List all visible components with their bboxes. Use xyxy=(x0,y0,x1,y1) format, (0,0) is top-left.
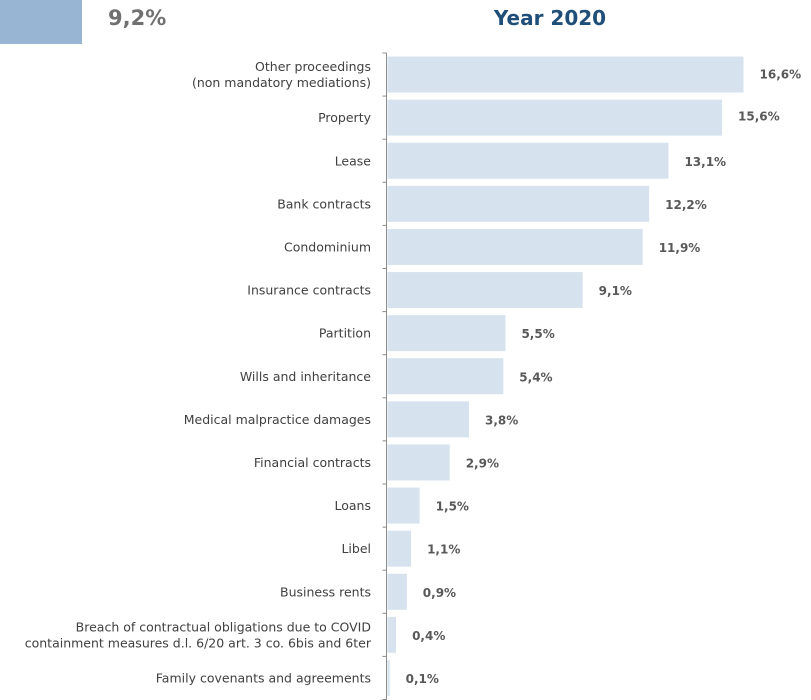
category-label-line: Property xyxy=(318,110,371,125)
value-label: 3,8% xyxy=(485,413,518,427)
value-label: 0,1% xyxy=(406,672,439,686)
category-label-line: Partition xyxy=(319,326,371,341)
category-label: Financial contracts xyxy=(254,455,371,470)
value-label: 12,2% xyxy=(665,198,707,212)
category-label: Wills and inheritance xyxy=(240,369,371,384)
chart-title: Year 2020 xyxy=(493,6,607,30)
category-label-line: Family covenants and agreements xyxy=(156,670,371,685)
category-label: Business rents xyxy=(280,584,371,599)
bar xyxy=(387,272,583,309)
category-label-line: Condominium xyxy=(284,239,371,254)
category-label-line: (non mandatory mediations) xyxy=(192,75,371,90)
category-label-line: Other proceedings xyxy=(255,59,371,74)
value-labels: 16,6% 15,6% 13,1% 12,2% 11,9% 9,1% 5,5% 5,4% 3,8… xyxy=(406,68,801,686)
category-label-line: Business rents xyxy=(280,584,371,599)
value-label: 2,9% xyxy=(466,456,499,470)
category-label: Condominium xyxy=(284,239,371,254)
bar xyxy=(387,56,744,93)
legend-swatch xyxy=(0,0,82,44)
category-label-line: Bank contracts xyxy=(277,196,371,211)
bar xyxy=(387,444,450,481)
value-label: 13,1% xyxy=(684,155,726,169)
category-label: Other proceedings (non mandatory mediatio… xyxy=(192,59,371,90)
category-label-line: Loans xyxy=(335,498,372,513)
legend-value: 9,2% xyxy=(108,6,167,30)
value-label: 11,9% xyxy=(659,241,701,255)
axis-ticks xyxy=(382,52,387,700)
bar xyxy=(387,228,643,265)
category-label-line: Medical malpractice damages xyxy=(184,412,371,427)
category-label: Libel xyxy=(341,541,371,556)
value-label: 15,6% xyxy=(738,110,780,124)
bar xyxy=(387,487,420,524)
value-label: 16,6% xyxy=(760,68,802,82)
bar xyxy=(387,530,412,567)
category-label-line: Libel xyxy=(341,541,371,556)
bar xyxy=(387,401,469,438)
bar xyxy=(387,616,397,653)
value-label: 9,1% xyxy=(599,284,632,298)
value-label: 0,9% xyxy=(423,586,456,600)
value-label: 5,4% xyxy=(519,370,552,384)
bar xyxy=(387,185,650,222)
category-label-line: containment measures d.l. 6/20 art. 3 co… xyxy=(25,635,372,650)
category-label: Partition xyxy=(319,326,371,341)
value-label: 0,4% xyxy=(412,629,445,643)
bar xyxy=(387,358,504,395)
value-label: 5,5% xyxy=(521,327,554,341)
bar xyxy=(387,659,390,696)
value-label: 1,1% xyxy=(427,543,460,557)
category-label-line: Lease xyxy=(335,153,372,168)
category-label-line: Wills and inheritance xyxy=(240,369,371,384)
value-label: 1,5% xyxy=(436,500,469,514)
category-label: Family covenants and agreements xyxy=(156,670,371,685)
category-label: Bank contracts xyxy=(277,196,371,211)
category-label: Loans xyxy=(335,498,372,513)
category-label: Medical malpractice damages xyxy=(184,412,371,427)
category-label: Property xyxy=(318,110,371,125)
category-label: Breach of contractual obligations due to… xyxy=(25,619,372,650)
category-labels: Other proceedings (non mandatory mediatio… xyxy=(25,59,372,685)
category-label-line: Insurance contracts xyxy=(247,283,371,298)
category-label: Lease xyxy=(335,153,372,168)
bars-layer xyxy=(387,56,744,696)
category-label: Insurance contracts xyxy=(247,283,371,298)
bar xyxy=(387,315,506,352)
bar xyxy=(387,99,723,136)
category-label-line: Breach of contractual obligations due to… xyxy=(76,619,371,634)
bar xyxy=(387,142,669,179)
category-label-line: Financial contracts xyxy=(254,455,371,470)
bar xyxy=(387,573,407,610)
